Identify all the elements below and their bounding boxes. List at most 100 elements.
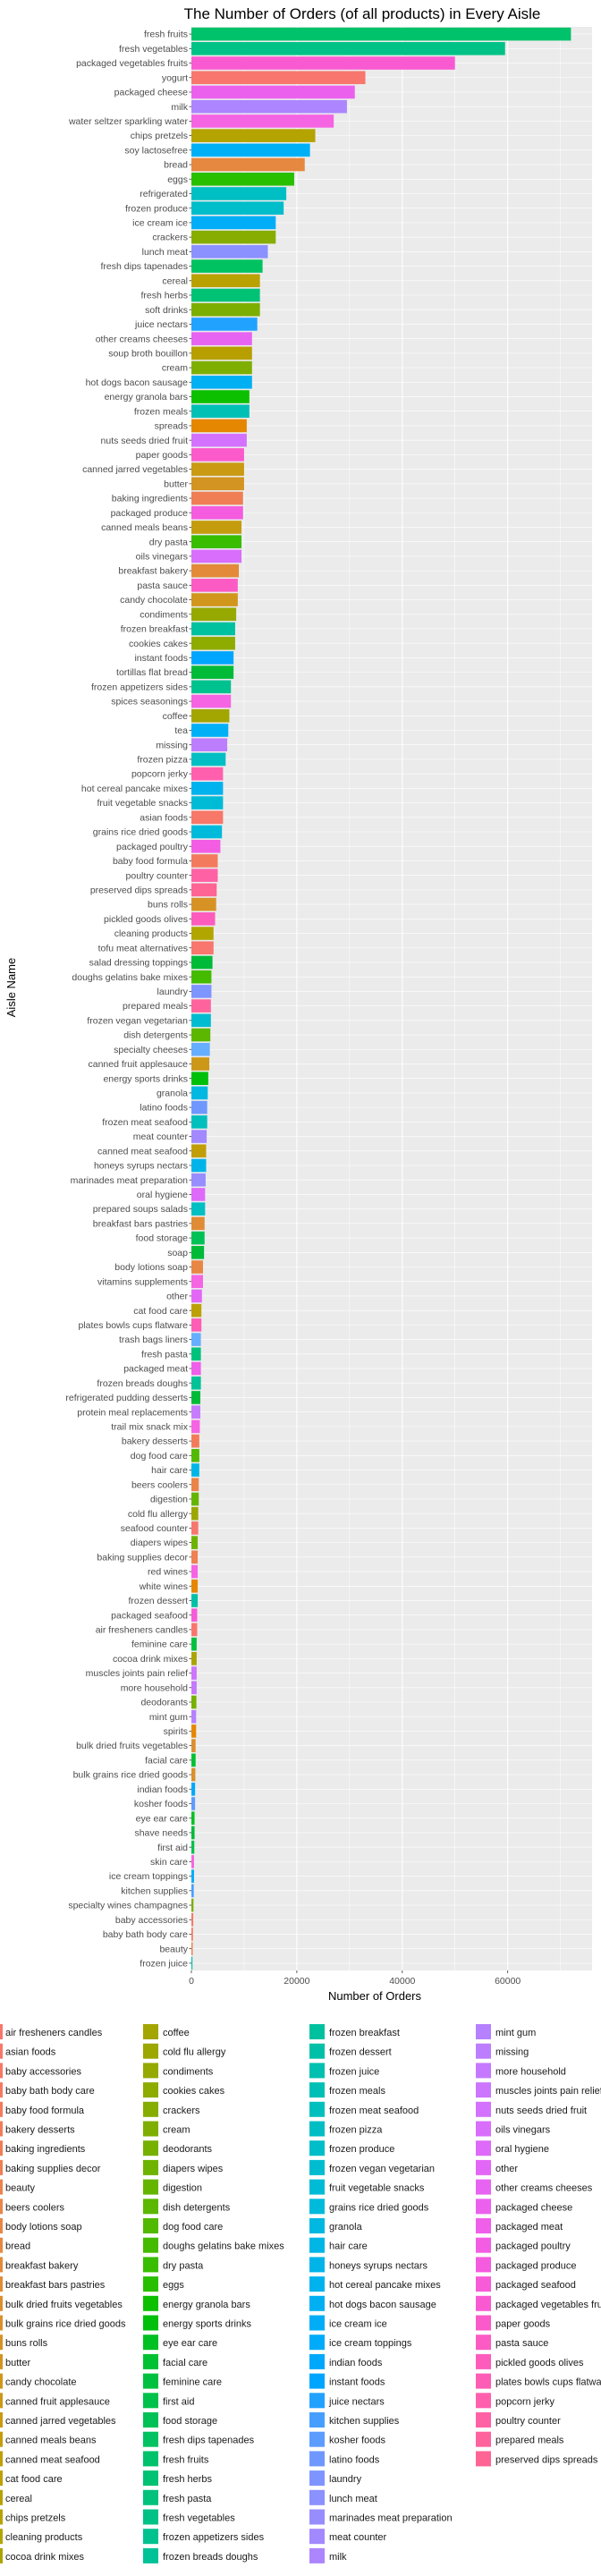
legend-entry: baking ingredients	[5, 2144, 86, 2155]
y-tick-label: soy lactosefree	[124, 145, 188, 156]
legend-swatch	[309, 2451, 325, 2467]
bar-fresh-herbs	[191, 288, 260, 302]
bar-beauty	[191, 1942, 193, 1955]
bar-mint-gum	[191, 1709, 197, 1724]
y-tick-label: poultry counter	[126, 870, 189, 881]
legend-swatch	[309, 2529, 325, 2545]
bars	[191, 27, 571, 1970]
legend-entry: hot cereal pancake mixes	[329, 2280, 441, 2291]
legend-swatch	[143, 2257, 158, 2273]
legend-swatch	[0, 2547, 3, 2563]
bar-crackers	[191, 230, 276, 244]
legend-swatch	[143, 2276, 158, 2292]
y-tick-label: canned fruit applesauce	[89, 1059, 189, 1070]
legend-entry: paper goods	[495, 2319, 551, 2330]
legend-swatch	[476, 2315, 491, 2331]
legend-entry: canned meat seafood	[5, 2454, 100, 2465]
y-tick-label: cream	[162, 363, 188, 374]
y-tick-label: refrigerated pudding desserts	[65, 1393, 188, 1403]
bar-butter	[191, 477, 244, 491]
legend-swatch	[143, 2101, 158, 2117]
legend-swatch	[309, 2140, 325, 2157]
y-tick-label: other creams cheeses	[96, 334, 188, 344]
legend-entry: crackers	[163, 2106, 200, 2116]
bar-packaged-seafood	[191, 1608, 198, 1622]
bar-prepared-meals	[191, 999, 211, 1013]
bar-pickled-goods-olives	[191, 912, 216, 926]
bar-specialty-wines-champagnes	[191, 1898, 194, 1912]
legend-swatch	[0, 2121, 3, 2137]
y-tick-label: energy sports drinks	[103, 1073, 188, 1084]
legend-swatch	[143, 2218, 158, 2233]
legend-swatch	[309, 2257, 325, 2273]
y-tick-label: butter	[164, 479, 188, 489]
y-tick-label: meat counter	[133, 1131, 189, 1142]
legend-entry: dish detergents	[163, 2202, 231, 2213]
legend-entry: instant foods	[329, 2377, 385, 2388]
bar-tofu-meat-alternatives	[191, 941, 214, 955]
legend-entry: condiments	[163, 2066, 214, 2077]
bar-chart: The Number of Orders (of all products) i…	[4, 5, 592, 2003]
y-tick-label: soup broth bouillon	[108, 348, 188, 359]
y-tick-label: canned meals beans	[101, 522, 188, 533]
legend-swatch	[476, 2101, 491, 2117]
y-tick-label: ice cream ice	[132, 218, 188, 229]
y-tick-label: cat food care	[133, 1306, 188, 1317]
bar-spices-seasonings	[191, 694, 232, 708]
bar-muscles-joints-pain-relief	[191, 1666, 197, 1680]
y-tick-label: deodorants	[140, 1698, 188, 1708]
y-tick-label: body lotions soap	[114, 1262, 188, 1273]
y-tick-label: protein meal replacements	[77, 1407, 188, 1418]
y-tick-label: tea	[174, 725, 188, 736]
y-tick-label: baby accessories	[115, 1915, 188, 1926]
legend-entry: lunch meat	[329, 2494, 377, 2504]
legend-swatch	[309, 2547, 325, 2563]
legend-swatch	[476, 2121, 491, 2137]
legend-swatch	[0, 2218, 3, 2233]
y-tick-label: frozen breakfast	[121, 624, 188, 635]
legend-entry: frozen produce	[329, 2144, 394, 2155]
y-tick-label: indian foods	[137, 1784, 188, 1795]
y-tick-label: shave needs	[134, 1828, 188, 1839]
y-tick-label: frozen appetizers sides	[91, 682, 188, 692]
y-tick-label: refrigerated	[140, 189, 188, 199]
legend-swatch	[309, 2353, 325, 2369]
y-tick-label: juice nectars	[134, 319, 188, 330]
bar-frozen-meals	[191, 404, 250, 419]
bar-seafood-counter	[191, 1521, 199, 1535]
y-tick-label: red wines	[148, 1567, 188, 1578]
bar-canned-jarred-vegetables	[191, 462, 244, 476]
y-tick-label: lunch meat	[142, 247, 188, 258]
bar-dry-pasta	[191, 535, 241, 548]
legend-entry: mint gum	[495, 2028, 536, 2038]
legend-entry: cereal	[5, 2494, 32, 2504]
legend-swatch	[0, 2159, 3, 2175]
y-tick-label: chips pretzels	[131, 131, 188, 141]
y-tick-label: cold flu allergy	[128, 1509, 189, 1520]
bar-baking-supplies-decor	[191, 1550, 199, 1564]
legend-entry: beers coolers	[5, 2202, 65, 2213]
bar-facial-care	[191, 1753, 196, 1767]
y-tick-label: air fresheners candles	[96, 1625, 188, 1636]
bar-granola	[191, 1086, 208, 1100]
legend-entry: doughs gelatins bake mixes	[163, 2241, 284, 2252]
legend-entry: nuts seeds dried fruit	[495, 2106, 587, 2116]
bar-cold-flu-allergy	[191, 1506, 199, 1521]
y-tick-label: pickled goods olives	[104, 914, 188, 925]
y-tick-label: condiments	[140, 609, 188, 620]
bar-kitchen-supplies	[191, 1884, 194, 1898]
legend-entry: oral hygiene	[495, 2144, 549, 2155]
legend-swatch	[476, 2218, 491, 2233]
y-tick-label: packaged cheese	[114, 88, 188, 98]
bar-oils-vinegars	[191, 549, 241, 564]
legend-swatch	[309, 2101, 325, 2117]
y-axis-tick-labels: fresh fruits fresh vegetables packaged veg…	[65, 30, 191, 1969]
y-tick-label: grains rice dried goods	[93, 827, 188, 838]
y-tick-label: hair care	[151, 1465, 188, 1476]
x-axis-tick-labels: 0 20000 40000 60000	[189, 1970, 521, 1987]
legend-swatch	[309, 2412, 325, 2428]
bar-cleaning-products	[191, 927, 214, 940]
legend-entry: juice nectars	[328, 2396, 385, 2407]
y-tick-label: milk	[171, 102, 188, 113]
legend-swatch	[0, 2179, 3, 2195]
